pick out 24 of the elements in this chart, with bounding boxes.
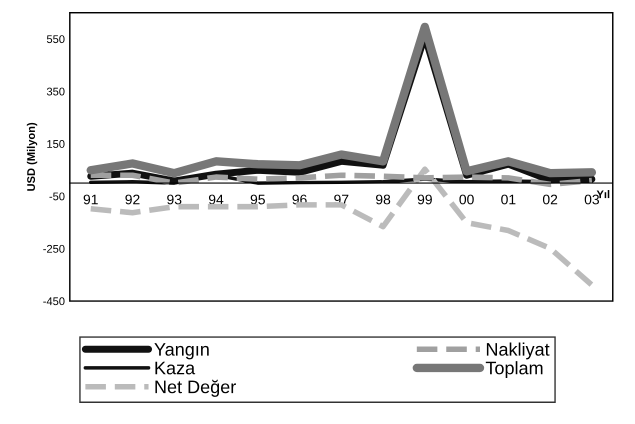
y-tick-label: -450 <box>43 297 65 306</box>
y-axis-title: USD (Milyon) <box>26 122 38 191</box>
x-tick-label: 03 <box>584 194 600 204</box>
x-tick-label: 98 <box>376 194 390 204</box>
legend-label: Toplam <box>486 361 542 378</box>
legend-label: Nakliyat <box>486 342 550 360</box>
y-tick-label: -50 <box>49 192 65 200</box>
x-tick-label: 01 <box>501 194 516 204</box>
x-tick-label: 00 <box>459 194 474 204</box>
x-tick-label: 02 <box>542 194 558 204</box>
y-tick-label: 150 <box>47 140 65 148</box>
x-tick-label: 95 <box>250 194 265 204</box>
legend-label: Net Değer <box>155 380 236 397</box>
x-tick-label: 93 <box>167 194 182 204</box>
x-tick-label: 99 <box>418 194 432 204</box>
legend-label: Kaza <box>155 362 196 374</box>
x-tick-label: 91 <box>84 194 98 204</box>
x-axis-title: Yıl <box>596 190 610 198</box>
y-tick-label: -250 <box>43 244 65 253</box>
legend-label: Yangın <box>154 343 209 360</box>
y-tick-label: 350 <box>46 88 65 96</box>
x-tick-label: 94 <box>208 194 224 204</box>
x-tick-label: 92 <box>125 194 140 204</box>
y-tick-label: 550 <box>46 35 65 44</box>
